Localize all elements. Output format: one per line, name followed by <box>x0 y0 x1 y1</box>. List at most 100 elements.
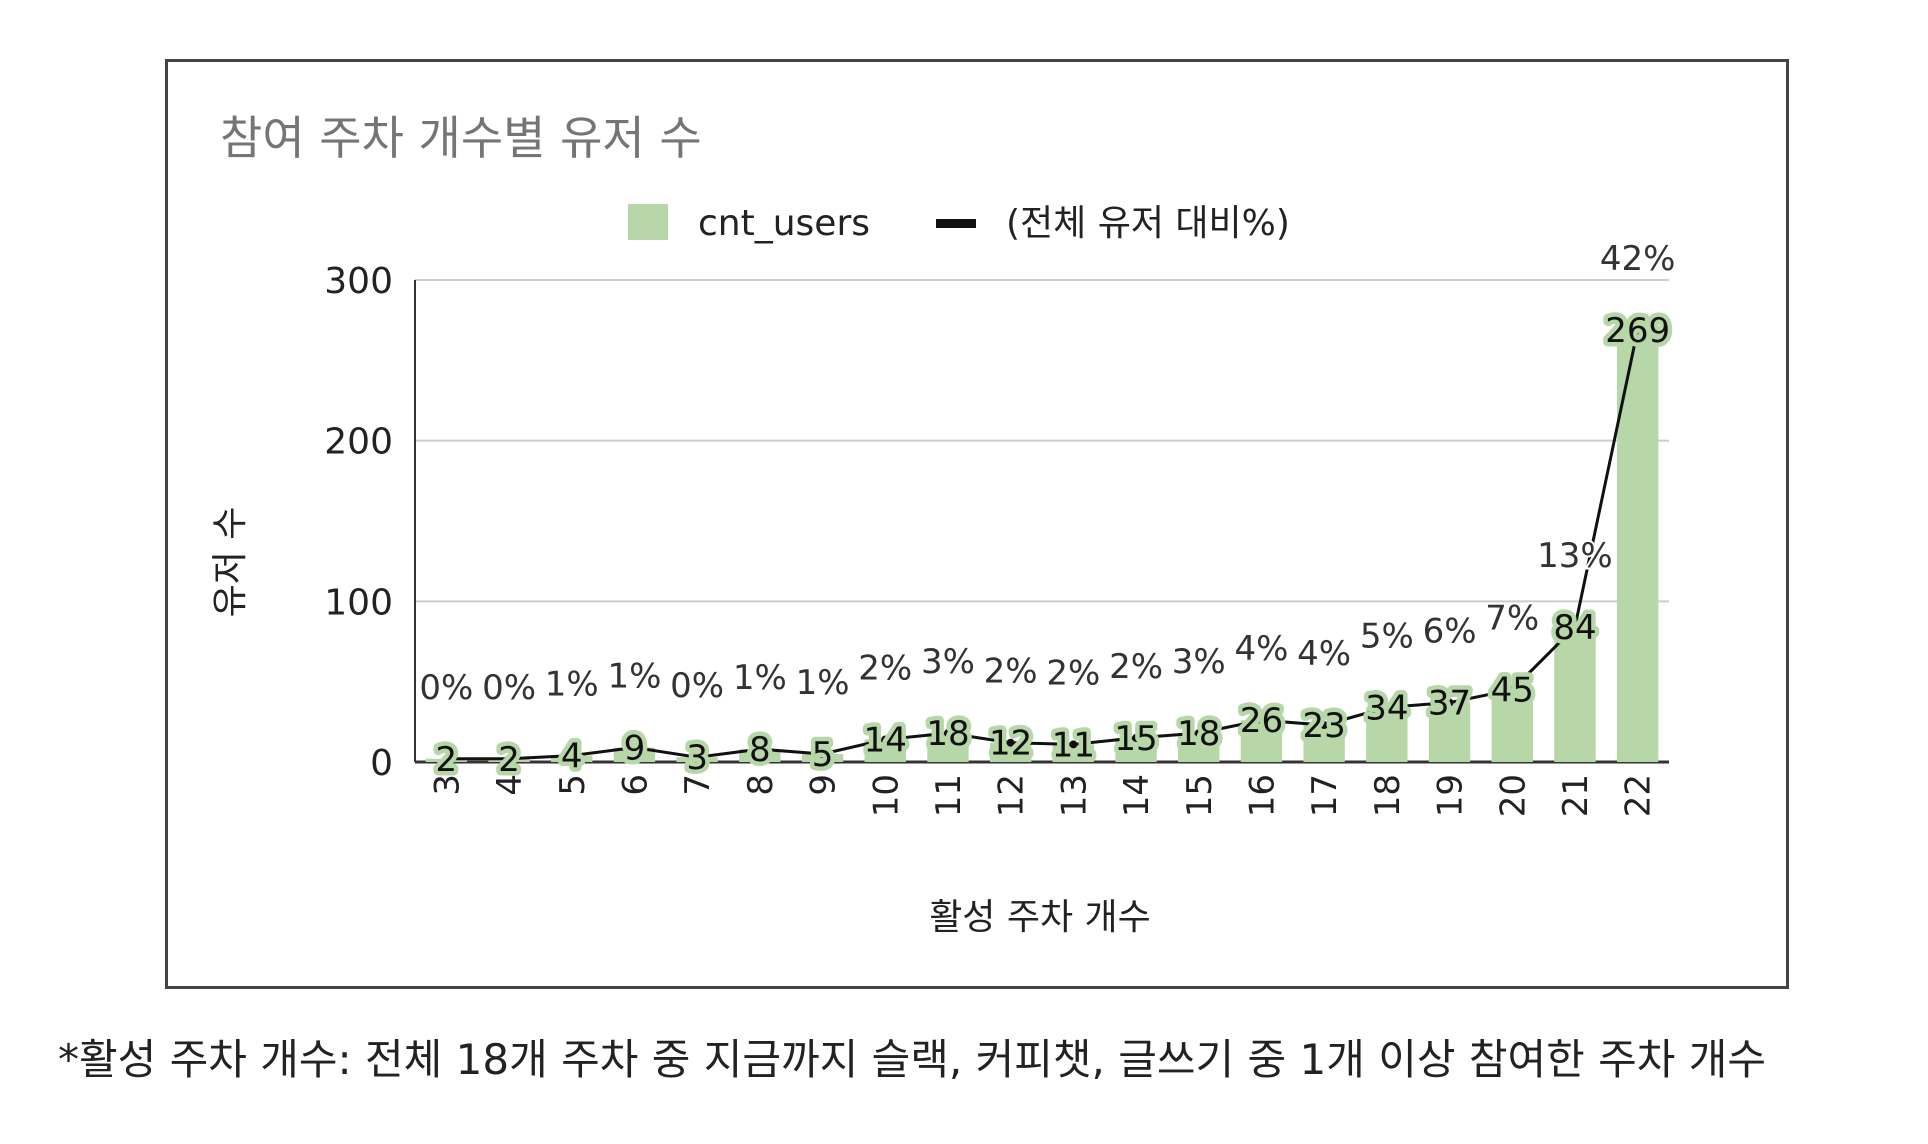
x-tick-label: 18 <box>1368 774 1408 817</box>
percent-label: 3% <box>1172 642 1226 682</box>
x-axis-title: 활성 주차 개수 <box>929 897 1151 938</box>
percent-label: 3% <box>921 642 975 682</box>
legend-swatch-line <box>936 219 976 228</box>
y-axis-ticks: 0 100 200 300 <box>324 261 393 784</box>
chart-frame: 참여 주차 개수별 유저 수 cnt_users (전체 유저 대비%) 0 10… <box>165 59 1789 989</box>
line-point <box>943 729 952 738</box>
x-tick-label: 6 <box>615 774 655 796</box>
y-tick-label: 200 <box>324 422 393 463</box>
x-tick-label: 19 <box>1431 774 1471 817</box>
line-point <box>1006 738 1015 747</box>
x-tick-label: 10 <box>866 774 906 817</box>
y-tick-label: 100 <box>324 582 393 623</box>
x-tick-label: 14 <box>1117 774 1157 817</box>
bar-value-label: 84 <box>1553 608 1596 648</box>
line-point <box>630 743 639 752</box>
x-tick-label: 21 <box>1556 774 1596 817</box>
bar-value-label: 5 <box>812 735 834 775</box>
percent-label: 2% <box>858 649 912 689</box>
bar-value-label: 12 <box>989 724 1032 764</box>
bar-line-chart: 참여 주차 개수별 유저 수 cnt_users (전체 유저 대비%) 0 10… <box>210 111 1677 938</box>
bar <box>1428 702 1471 762</box>
line-point <box>755 745 764 754</box>
line-point <box>567 751 576 760</box>
x-axis-ticks: 3 4 5 6 7 8 9 10 11 12 13 14 15 16 17 18 19 20 21 22 <box>427 774 1658 817</box>
bar <box>613 747 656 762</box>
line-point <box>881 735 890 744</box>
percent-label: 2% <box>984 652 1038 692</box>
percent-label: 2% <box>1109 647 1163 687</box>
x-tick-label: 16 <box>1242 774 1282 817</box>
value-labels: 2 2 4 9 3 8 5 14 18 12 11 15 18 26 23 34 37 45 84 269 <box>431 306 1675 784</box>
percent-labels: 0% 0% 1% 1% 0% 1% 1% 2% 3% 2% 2% 2% 3% 4% 4% 5% 6% 7%13%4… <box>417 237 1677 710</box>
legend-label-line: (전체 유저 대비%) <box>1006 203 1290 244</box>
percent-label: 2% <box>1046 653 1100 693</box>
line-point <box>1069 740 1078 749</box>
y-tick-label: 0 <box>370 743 393 784</box>
percent-label: 4% <box>1297 634 1351 674</box>
y-tick-label: 300 <box>324 261 393 302</box>
bar <box>989 742 1032 762</box>
bar-value-label: 18 <box>926 714 969 754</box>
x-tick-label: 3 <box>427 774 467 796</box>
bar-value-label: 9 <box>624 729 646 769</box>
bar-value-label: 45 <box>1491 671 1534 711</box>
percent-label: 1% <box>796 663 850 703</box>
bar-value-label: 269 <box>1605 311 1670 351</box>
bar <box>801 753 844 762</box>
percent-label: 1% <box>545 665 599 705</box>
line-point <box>1320 721 1329 730</box>
x-tick-label: 15 <box>1180 774 1220 817</box>
line-series <box>442 325 1642 763</box>
bar-value-label: 4 <box>561 737 583 777</box>
bar <box>1115 737 1157 762</box>
percent-label: 1% <box>733 658 787 698</box>
bar-value-label: 2 <box>436 740 458 780</box>
line-point <box>1194 729 1203 738</box>
x-tick-label: 20 <box>1493 774 1533 817</box>
x-tick-label: 12 <box>992 774 1032 817</box>
legend-label-bars: cnt_users <box>698 203 870 244</box>
line-point <box>1570 623 1579 632</box>
line-point <box>505 754 514 763</box>
line-point <box>818 749 827 758</box>
bar-value-label: 8 <box>749 730 771 770</box>
percent-label: 5% <box>1360 616 1414 656</box>
bar <box>1240 720 1283 762</box>
bar-value-label: 18 <box>1177 714 1220 754</box>
x-tick-label: 9 <box>804 774 844 796</box>
bar <box>1178 733 1220 762</box>
bar-value-label: 3 <box>686 738 708 778</box>
gridlines <box>414 279 1669 764</box>
x-tick-label: 22 <box>1619 774 1659 817</box>
line-point <box>1445 698 1454 707</box>
bar <box>739 749 781 762</box>
bar-value-label: 15 <box>1114 719 1157 759</box>
bar-value-label: 11 <box>1052 725 1095 765</box>
bar <box>864 739 906 762</box>
percent-label: 1% <box>607 657 661 697</box>
percent-label: 4% <box>1234 629 1288 669</box>
x-tick-label: 8 <box>741 774 781 796</box>
bar-value-label: 23 <box>1303 706 1346 746</box>
line-point <box>693 753 702 762</box>
percent-label: 0% <box>670 666 724 706</box>
x-tick-label: 7 <box>678 774 718 796</box>
series-line <box>446 329 1640 761</box>
legend-swatch-bars <box>628 204 668 240</box>
bar <box>1366 707 1408 762</box>
line-point <box>1508 685 1517 694</box>
percent-label: 0% <box>482 668 536 708</box>
percent-label: 42% <box>1600 239 1676 279</box>
line-point <box>1382 703 1391 712</box>
bar-value-label: 37 <box>1428 684 1471 724</box>
line-point <box>1633 325 1642 334</box>
footnote: *활성 주차 개수: 전체 18개 주차 중 지금까지 슬랙, 커피챗, 글쓰기… <box>58 1035 1767 1084</box>
bar <box>1491 689 1533 762</box>
line-point <box>1132 733 1141 742</box>
line-point <box>442 754 451 763</box>
bar-value-label: 34 <box>1365 688 1408 728</box>
percent-label: 13% <box>1537 536 1613 576</box>
y-axis-title: 유저 수 <box>210 507 251 618</box>
legend: cnt_users (전체 유저 대비%) <box>628 203 1290 244</box>
